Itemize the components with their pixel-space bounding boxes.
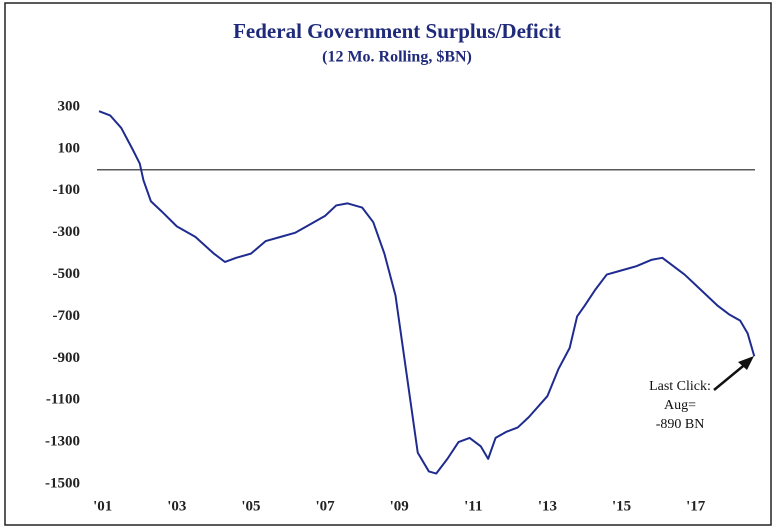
data-line	[98, 110, 756, 475]
annotation: Aug=	[664, 398, 696, 413]
x-tick-label: '17	[686, 498, 706, 514]
y-tick-label: -900	[53, 350, 81, 366]
y-tick-label: -100	[53, 182, 81, 198]
x-tick-label: '05	[241, 498, 260, 514]
y-tick-label: -300	[53, 224, 81, 240]
y-tick-label: -500	[53, 266, 81, 282]
y-tick-label: -700	[53, 308, 81, 324]
annotation: -890 BN	[656, 417, 705, 432]
y-tick-label: -1300	[45, 434, 80, 450]
x-tick-label: '03	[167, 498, 186, 514]
annotation: Last Click:	[649, 379, 711, 394]
y-tick-label: 100	[58, 140, 81, 156]
frame	[4, 2, 772, 526]
arrow	[713, 361, 749, 391]
x-tick-label: '15	[612, 498, 631, 514]
x-tick-label: '01	[93, 498, 112, 514]
arrow-head	[738, 356, 754, 370]
y-tick-label: -1500	[45, 475, 80, 491]
chart-title: Federal Government Surplus/Deficit	[233, 19, 561, 43]
y-tick-label: 300	[58, 98, 81, 114]
x-tick-label: '13	[538, 498, 557, 514]
x-tick-label: '07	[315, 498, 335, 514]
y-tick-label: -1100	[46, 392, 80, 408]
chart-subtitle: (12 Mo. Rolling, $BN)	[322, 49, 472, 66]
x-tick-label: '11	[464, 498, 482, 514]
x-tick-label: '09	[390, 498, 409, 514]
